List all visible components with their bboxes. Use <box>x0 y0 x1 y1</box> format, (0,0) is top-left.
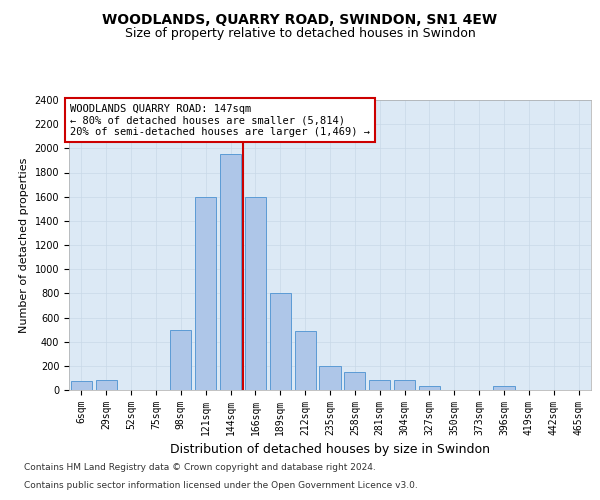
Text: WOODLANDS, QUARRY ROAD, SWINDON, SN1 4EW: WOODLANDS, QUARRY ROAD, SWINDON, SN1 4EW <box>103 12 497 26</box>
Y-axis label: Number of detached properties: Number of detached properties <box>19 158 29 332</box>
Bar <box>195 196 216 390</box>
Bar <box>319 366 341 390</box>
Bar <box>344 372 365 390</box>
Bar <box>220 154 241 390</box>
Bar <box>245 196 266 390</box>
Bar <box>96 380 117 390</box>
Text: Contains public sector information licensed under the Open Government Licence v3: Contains public sector information licen… <box>24 481 418 490</box>
Text: Contains HM Land Registry data © Crown copyright and database right 2024.: Contains HM Land Registry data © Crown c… <box>24 464 376 472</box>
Bar <box>394 380 415 390</box>
Bar <box>369 380 390 390</box>
Text: WOODLANDS QUARRY ROAD: 147sqm
← 80% of detached houses are smaller (5,814)
20% o: WOODLANDS QUARRY ROAD: 147sqm ← 80% of d… <box>70 104 370 137</box>
Text: Size of property relative to detached houses in Swindon: Size of property relative to detached ho… <box>125 28 475 40</box>
Bar <box>270 294 291 390</box>
Bar <box>71 381 92 390</box>
X-axis label: Distribution of detached houses by size in Swindon: Distribution of detached houses by size … <box>170 444 490 456</box>
Bar <box>295 331 316 390</box>
Bar <box>170 330 191 390</box>
Bar <box>419 386 440 390</box>
Bar <box>493 386 515 390</box>
